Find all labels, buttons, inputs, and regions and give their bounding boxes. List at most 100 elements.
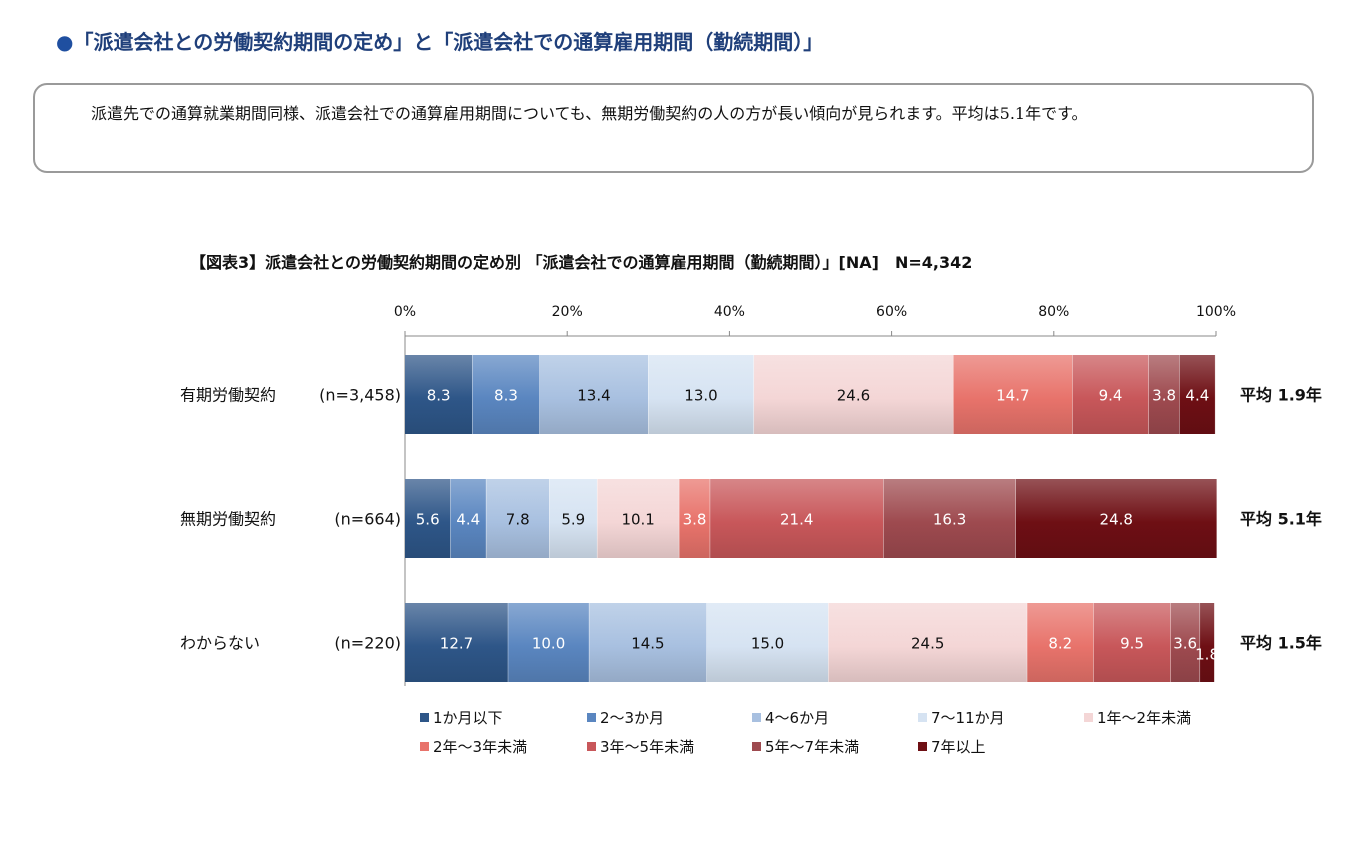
legend-label: 2～3か月 — [600, 709, 665, 727]
legend-label: 7～11か月 — [931, 709, 1005, 727]
bar-segment — [828, 603, 1028, 682]
data-label: 4.4 — [1185, 387, 1209, 405]
data-label: 10.1 — [621, 511, 654, 529]
legend-label: 7年以上 — [931, 738, 986, 756]
category-label: わからない — [180, 634, 260, 653]
data-label: 5.6 — [416, 511, 440, 529]
data-label: 8.3 — [494, 387, 518, 405]
data-label: 13.4 — [577, 387, 610, 405]
bar-segment — [597, 479, 680, 558]
chart-title: 【図表3】派遣会社との労働契約期間の定め別 「派遣会社での通算雇用期間（勤続期間… — [190, 253, 973, 272]
bar-segment — [507, 603, 590, 682]
legend-swatch — [587, 713, 596, 722]
legend-swatch — [752, 742, 761, 751]
data-label: 5.9 — [561, 511, 585, 529]
x-tick-label: 40% — [714, 304, 745, 320]
bar-segment — [472, 355, 540, 434]
x-tick-label: 0% — [394, 304, 416, 320]
data-label: 7.8 — [506, 511, 530, 529]
legend-swatch — [420, 742, 429, 751]
category-n-label: (n=220) — [334, 634, 401, 653]
bar-segment — [549, 479, 598, 558]
legend-swatch — [420, 713, 429, 722]
legend-label: 4～6か月 — [765, 709, 830, 727]
data-label: 3.8 — [683, 511, 707, 529]
bar-segment — [1072, 355, 1149, 434]
data-label: 21.4 — [780, 511, 813, 529]
legend-item: 7年以上 — [918, 736, 986, 757]
bar-segment — [1027, 603, 1094, 682]
legend-item: 1年～2年未満 — [1084, 707, 1191, 728]
section-heading: ●「派遣会社との労働契約期間の定め」と「派遣会社での通算雇用期間（勤続期間）」 — [56, 26, 823, 55]
data-label: 4.4 — [456, 511, 480, 529]
bar-segment — [486, 479, 550, 558]
legend-item: 3年～5年未満 — [587, 736, 694, 757]
legend-item: 7～11か月 — [918, 707, 1005, 728]
legend-item: 1か月以下 — [420, 707, 503, 728]
section-heading-text: 「派遣会社との労働契約期間の定め」と「派遣会社での通算雇用期間（勤続期間）」 — [73, 30, 824, 54]
data-label: 24.8 — [1100, 511, 1133, 529]
data-label: 16.3 — [933, 511, 966, 529]
average-label: 平均 1.5年 — [1240, 634, 1322, 653]
legend-item: 4～6か月 — [752, 707, 829, 728]
legend-label: 2年～3年未満 — [433, 738, 528, 756]
legend-swatch — [1084, 713, 1093, 722]
legend-swatch — [918, 742, 927, 751]
bar-segment — [589, 603, 707, 682]
data-label: 3.6 — [1173, 635, 1197, 653]
data-label: 15.0 — [751, 635, 784, 653]
data-label: 1.8 — [1195, 646, 1219, 664]
data-label: 14.7 — [996, 387, 1029, 405]
data-label: 14.5 — [631, 635, 664, 653]
data-label: 24.5 — [911, 635, 944, 653]
bar-segment — [405, 479, 451, 558]
legend-item: 2年～3年未満 — [420, 736, 527, 757]
bar-segment — [883, 479, 1016, 558]
summary-box: 派遣先での通算就業期間同様、派遣会社での通算雇用期間についても、無期労働契約の人… — [33, 83, 1314, 173]
bar-segment — [1199, 603, 1215, 682]
data-label: 12.7 — [440, 635, 473, 653]
bar-segment — [405, 603, 508, 682]
bar-segment — [953, 355, 1073, 434]
x-tick-label: 60% — [876, 304, 907, 320]
x-tick-label: 100% — [1196, 304, 1236, 320]
bar-segment — [450, 479, 487, 558]
bar-segment — [679, 479, 710, 558]
legend-label: 5年～7年未満 — [765, 738, 860, 756]
category-n-label: (n=3,458) — [319, 386, 401, 405]
category-label: 無期労働契約 — [180, 510, 276, 529]
average-label: 平均 5.1年 — [1240, 510, 1322, 529]
data-label: 8.3 — [427, 387, 451, 405]
data-label: 8.2 — [1048, 635, 1072, 653]
x-tick-label: 20% — [552, 304, 583, 320]
bullet-icon: ● — [56, 30, 74, 54]
x-tick-label: 80% — [1038, 304, 1069, 320]
data-label: 3.8 — [1152, 387, 1176, 405]
bar-segment — [709, 479, 884, 558]
data-label: 24.6 — [837, 387, 870, 405]
category-label: 有期労働契約 — [180, 386, 276, 405]
bar-segment — [1148, 355, 1180, 434]
data-label: 9.5 — [1120, 635, 1144, 653]
category-n-label: (n=664) — [334, 510, 401, 529]
bar-segment — [1015, 479, 1217, 558]
legend-item: 5年～7年未満 — [752, 736, 859, 757]
legend-item: 2～3か月 — [587, 707, 664, 728]
bar-segment — [539, 355, 649, 434]
bar-segment — [1093, 603, 1171, 682]
bar-segment — [405, 355, 473, 434]
legend-label: 1年～2年未満 — [1097, 709, 1192, 727]
average-label: 平均 1.9年 — [1240, 386, 1322, 405]
bar-segment — [1179, 355, 1216, 434]
summary-text: 派遣先での通算就業期間同様、派遣会社での通算雇用期間についても、無期労働契約の人… — [91, 104, 1088, 123]
data-label: 13.0 — [684, 387, 717, 405]
legend-swatch — [752, 713, 761, 722]
data-label: 10.0 — [532, 635, 565, 653]
legend-label: 3年～5年未満 — [600, 738, 695, 756]
bar-segment — [648, 355, 754, 434]
legend-label: 1か月以下 — [433, 709, 503, 727]
bar-segment — [706, 603, 829, 682]
legend-swatch — [587, 742, 596, 751]
bar-segment — [1170, 603, 1200, 682]
